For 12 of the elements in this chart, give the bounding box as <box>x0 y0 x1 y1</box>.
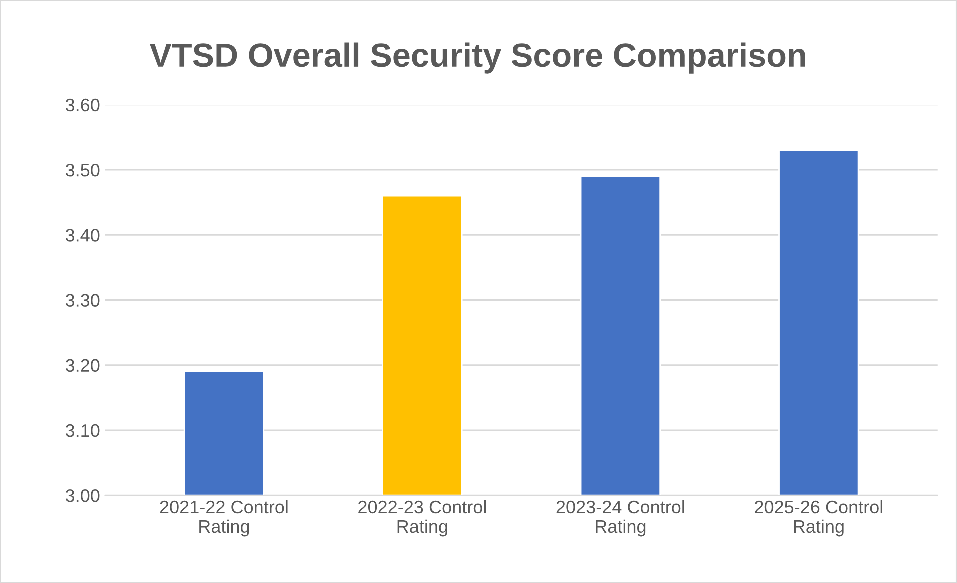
y-tick-label: 3.20 <box>66 359 100 372</box>
x-tick-label: 2023-24 Control Rating <box>556 500 684 537</box>
y-tick-label: 3.30 <box>66 294 100 307</box>
y-tick-label: 3.40 <box>66 229 100 242</box>
y-tick-label: 3.10 <box>66 424 100 438</box>
x-tick-label: 2021-22 Control Rating <box>160 500 288 537</box>
x-tick-label: 2025-26 Control Rating <box>755 500 882 537</box>
chart-title: VTSD Overall Security Score Comparison <box>150 42 806 74</box>
x-tick-label: 2022-23 Control Rating <box>358 500 486 537</box>
y-tick-label: 3.50 <box>66 164 100 177</box>
y-tick-label: 3.00 <box>66 489 100 502</box>
y-tick-label: 3.60 <box>66 98 100 112</box>
